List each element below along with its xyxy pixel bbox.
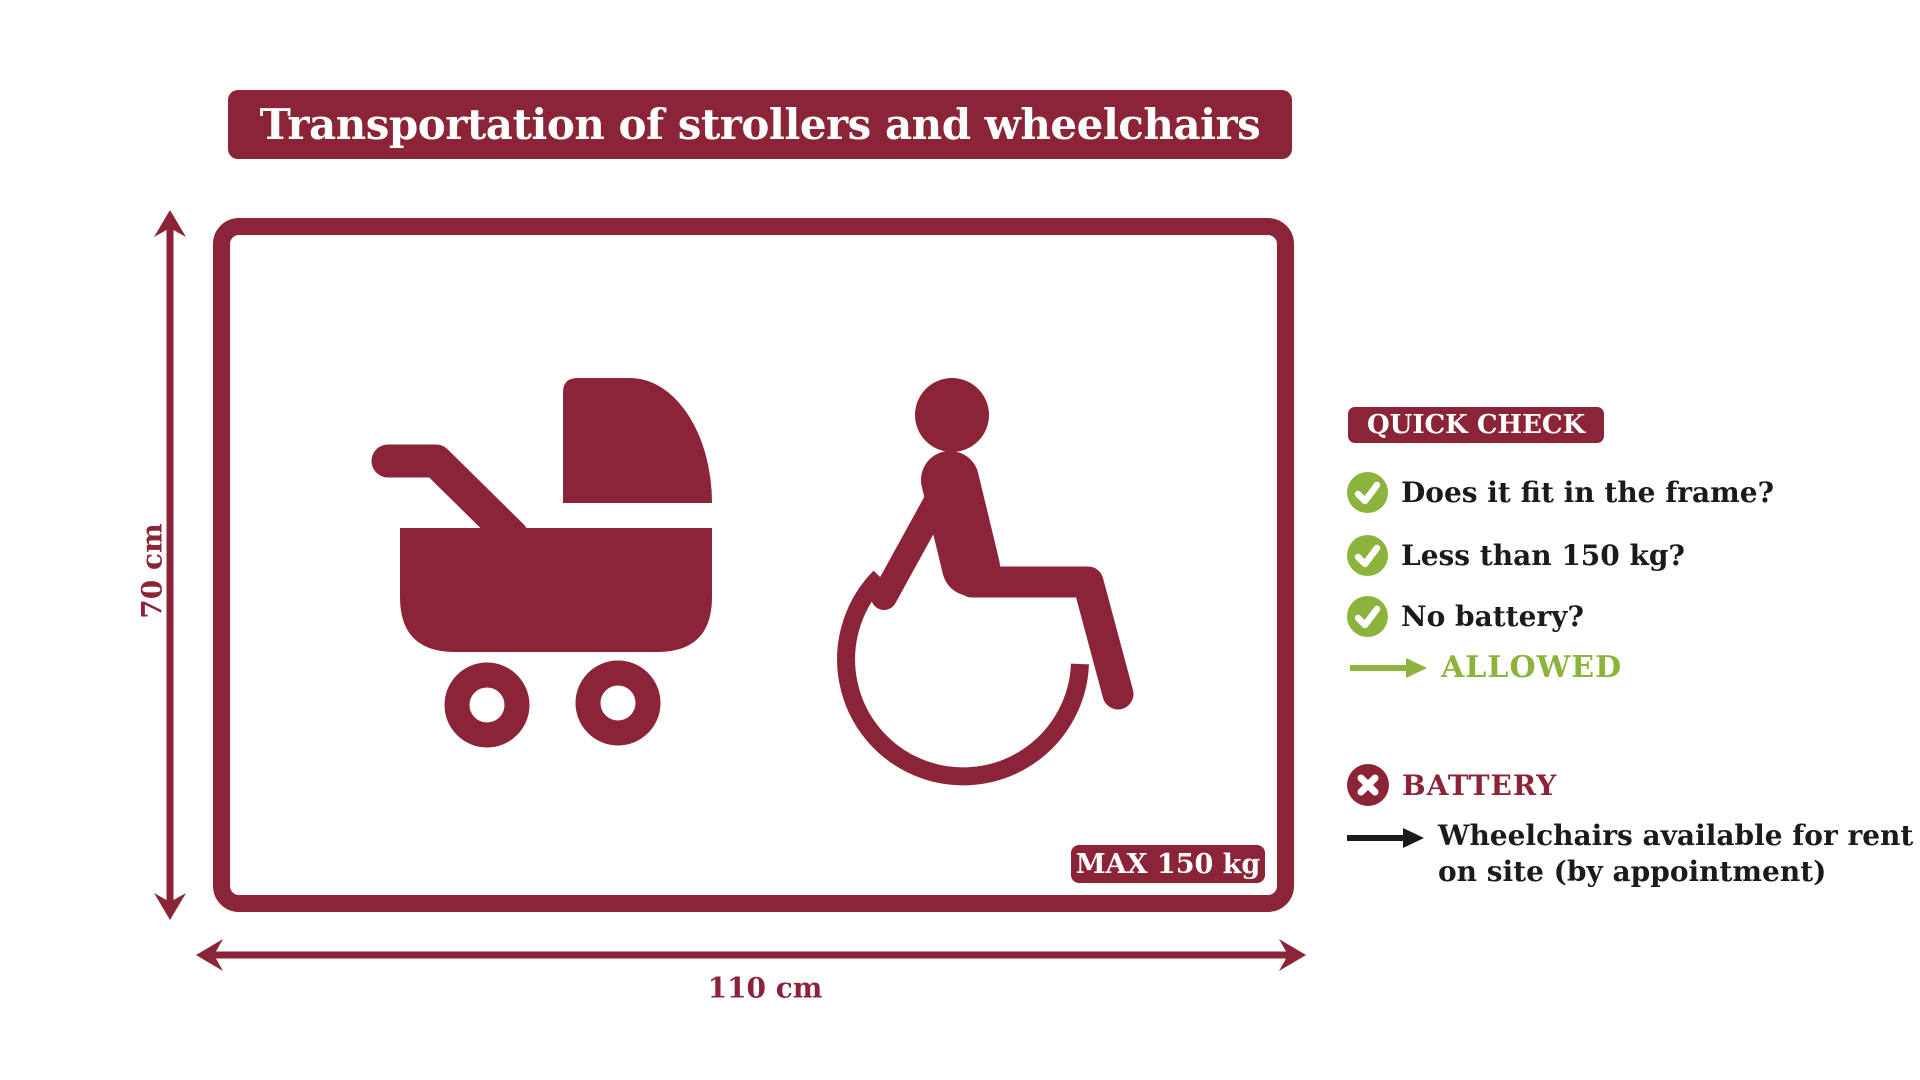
page-title: Transportation of strollers and wheelcha… (259, 100, 1261, 149)
battery-label: BATTERY (1402, 768, 1558, 802)
max-weight-badge: MAX 150 kg (1071, 845, 1265, 883)
check-item-label: Does it fit in the frame? (1401, 476, 1775, 509)
cross-icon (1347, 764, 1389, 806)
max-weight-label: MAX 150 kg (1075, 848, 1261, 880)
size-frame (213, 218, 1294, 912)
rent-arrow-icon (1347, 828, 1424, 848)
check-item-fit: Does it fit in the frame? (1347, 472, 1774, 513)
quick-check-heading: QUICK CHECK (1367, 410, 1586, 440)
check-item-label: Less than 150 kg? (1401, 539, 1685, 572)
allowed-arrow-icon (1350, 657, 1427, 678)
rent-note-line1: Wheelchairs available for rent (1438, 819, 1914, 852)
rent-note-line2: on site (by appointment) (1438, 855, 1827, 888)
width-dimension-label: 110 cm (707, 971, 823, 1005)
quick-check-banner: QUICK CHECK (1348, 407, 1605, 443)
height-dimension-label: 70 cm (135, 523, 169, 619)
check-item-battery: No battery? (1347, 596, 1584, 637)
check-item-label: No battery? (1401, 600, 1584, 633)
check-icon (1347, 596, 1388, 637)
allowed-result-row: ALLOWED (1348, 650, 1622, 685)
width-dimension-arrow (196, 939, 1306, 971)
allowed-label: ALLOWED (1441, 650, 1623, 685)
rent-note-row: Wheelchairs available for rent on site (… (1345, 818, 1913, 890)
check-icon (1347, 472, 1388, 513)
title-banner: Transportation of strollers and wheelcha… (228, 90, 1292, 159)
check-item-weight: Less than 150 kg? (1347, 535, 1685, 576)
battery-row: BATTERY (1347, 764, 1557, 806)
rent-note-text: Wheelchairs available for rent on site (… (1438, 818, 1913, 890)
check-icon (1347, 535, 1388, 576)
